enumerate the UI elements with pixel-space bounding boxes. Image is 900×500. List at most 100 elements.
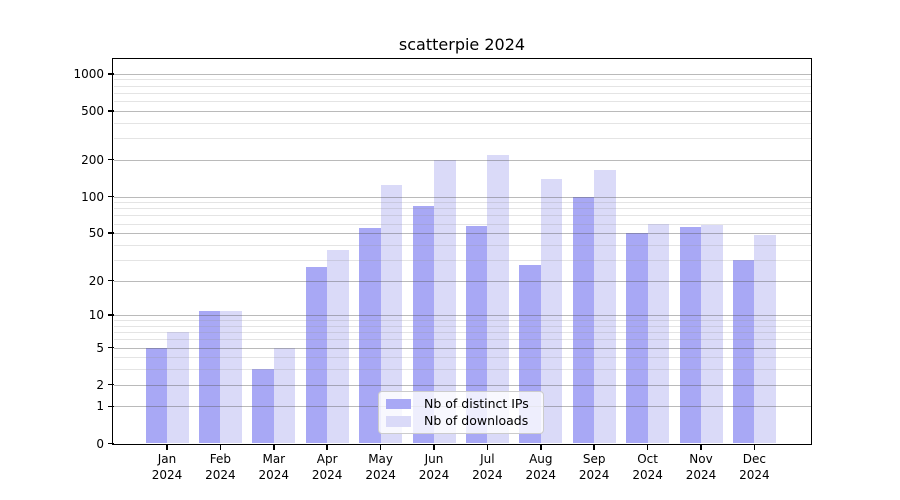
grid-major-line [113,196,811,198]
y-tick-mark [107,73,114,75]
y-tick-label: 50 [88,226,104,241]
x-tick-mark [540,445,542,450]
x-tick-year: 2024 [151,467,183,482]
x-tick-year: 2024 [632,467,663,482]
grid-minor-line [113,92,811,94]
y-tick-mark [107,110,114,112]
x-tick-month: Oct [637,452,658,466]
bar-downloads-jun [434,159,456,444]
grid-minor-line [113,332,811,334]
x-tick-mark [753,445,756,450]
bar-distinct-ips-dec [732,259,755,444]
x-tick-month: Nov [689,452,713,466]
x-tick-mark [326,445,328,450]
bar-distinct-ips-mar [252,369,274,444]
x-tick-year: 2024 [578,467,610,482]
plot-area [113,59,811,444]
grid-minor-line [113,138,811,140]
x-tick-label: Dec 2024 [728,452,780,483]
bar-distinct-ips-jul [465,226,488,444]
y-tick-mark [107,279,114,282]
bar-distinct-ips-sep [572,196,595,444]
bar-distinct-ips-may [359,228,381,444]
bar-downloads-oct [647,223,670,444]
legend-swatch-distinct-ips [386,398,411,409]
x-tick-mark [486,445,489,450]
x-tick-label: Aug 2024 [515,452,567,483]
x-tick-mark [593,445,595,450]
x-tick-month: Dec [742,452,766,466]
x-tick-label: Oct 2024 [622,452,674,483]
x-tick-label: Nov 2024 [675,452,727,483]
x-tick-mark [273,445,275,450]
x-tick-label: Mar 2024 [248,452,300,483]
bar-downloads-mar [273,347,296,444]
grid-minor-line [113,215,811,217]
grid-major-line [113,315,811,317]
grid-minor-line [113,85,811,87]
y-tick-label: 5 [96,340,104,355]
legend-label-distinct-ips: Nb of distinct IPs [424,395,529,411]
x-tick-year: 2024 [205,467,236,482]
bar-distinct-ips-jun [412,205,434,444]
x-tick-label: Apr 2024 [301,452,353,483]
grid-minor-line [113,122,811,124]
bar-downloads-apr [327,250,349,444]
bar-downloads-sep [594,169,616,444]
y-tick-label: 200 [81,152,104,167]
grid-major-line [113,73,811,75]
y-tick-label: 100 [81,189,104,204]
bar-downloads-jul [487,154,509,444]
grid-minor-line [113,244,811,246]
y-tick-mark [107,346,114,349]
x-tick-month: Jan [157,452,177,466]
legend-item-distinct-ips: Nb of distinct IPs [386,395,535,411]
x-tick-label: Jan 2024 [141,452,193,483]
legend-label-downloads: Nb of downloads [424,413,529,429]
legend: Nb of distinct IPs Nb of downloads [378,391,544,434]
bar-downloads-feb [220,310,242,444]
y-tick-label: 1000 [73,66,104,81]
x-tick-mark [219,445,222,450]
grid-minor-line [113,320,811,322]
grid-minor-line [113,208,811,210]
x-tick-month: Aug [529,452,553,466]
legend-item-downloads: Nb of downloads [386,414,535,428]
grid-minor-line [113,259,811,261]
x-tick-year: 2024 [365,467,396,482]
x-tick-year: 2024 [418,467,450,482]
grid-minor-line [113,223,811,225]
y-tick-label: 500 [81,103,104,118]
bar-downloads-nov [701,225,723,444]
y-tick-mark [107,314,114,316]
bar-downloads-dec [754,235,776,444]
bar-downloads-jan [167,332,189,444]
x-tick-mark [433,445,435,450]
x-tick-label: May 2024 [355,452,407,483]
bar-distinct-ips-nov [679,227,701,444]
y-tick-label: 0 [96,436,104,451]
grid-minor-line [113,202,811,204]
bar-downloads-may [380,184,403,444]
y-tick-mark [107,405,114,408]
grid-major-line [113,110,811,112]
x-tick-month: Apr [316,452,338,466]
bar-downloads-aug [540,178,563,444]
legend-swatch-downloads [386,416,411,427]
x-tick-label: Sep 2024 [568,452,620,483]
grid-major-line [113,159,811,161]
y-tick-label: 2 [96,377,104,392]
x-tick-year: 2024 [739,467,770,482]
x-tick-month: Sep [582,452,606,466]
grid-minor-line [113,369,811,371]
x-tick-year: 2024 [525,467,557,482]
y-tick-label: 20 [88,273,104,288]
x-tick-year: 2024 [311,467,343,482]
y-tick-mark [107,195,114,198]
grid-minor-line [113,101,811,103]
x-tick-month: Jul [480,452,495,466]
grid-major-line [113,280,811,282]
grid-major-line [113,384,811,386]
y-tick-label: 10 [88,308,104,323]
